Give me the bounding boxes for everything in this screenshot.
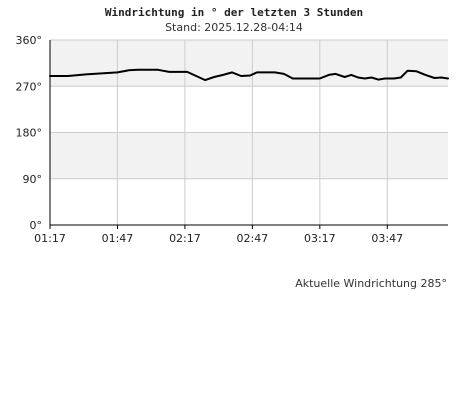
chart-subtitle: Stand: 2025.12.28-04:14 <box>165 21 303 34</box>
y-tick-label: 360° <box>16 34 43 47</box>
chart-title: Windrichtung in ° der letzten 3 Stunden <box>104 6 364 19</box>
x-tick-label: 01:17 <box>34 232 66 245</box>
plot-band <box>50 86 448 133</box>
plot-band <box>50 132 448 179</box>
y-tick-label: 180° <box>16 127 43 140</box>
x-tick-label: 03:47 <box>371 232 403 245</box>
wind-direction-line <box>49 68 449 82</box>
y-tick-label: 270° <box>16 80 43 93</box>
x-tick-label: 01:47 <box>102 232 134 245</box>
current-direction-label: Aktuelle Windrichtung 285° <box>295 277 447 290</box>
y-tick-label: 90° <box>23 173 43 186</box>
plot-band <box>50 178 448 225</box>
y-tick-label: 0° <box>30 219 43 232</box>
x-tick-label: 02:47 <box>237 232 269 245</box>
x-tick-label: 02:17 <box>169 232 201 245</box>
x-tick-label: 03:17 <box>304 232 336 245</box>
